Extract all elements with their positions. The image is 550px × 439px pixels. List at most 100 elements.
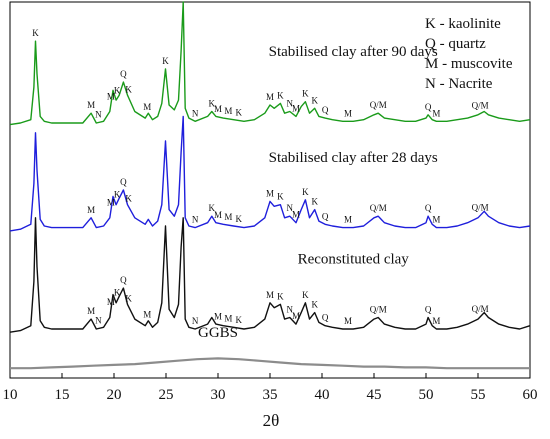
peak-label: M	[143, 102, 151, 112]
peak-label: M	[214, 210, 222, 220]
peak-label: K	[114, 190, 121, 200]
legend: K - kaolinite Q - quartz M - muscovite N - …	[425, 16, 513, 92]
x-tick-label: 35	[263, 387, 278, 403]
series-label-layer: Stabilised clay after 90 days Stabilised …	[198, 44, 438, 341]
legend-entry: M - muscovite	[425, 56, 513, 72]
peak-label: N	[192, 108, 199, 118]
peak-label: Q/M	[370, 100, 387, 110]
peak-label: M	[292, 311, 300, 321]
peak-label: Q/M	[370, 305, 387, 315]
peak-label: Q/M	[370, 203, 387, 213]
peak-label: Q/M	[472, 101, 489, 111]
peak-label: M	[224, 212, 232, 222]
series-label-2: Stabilised clay after 28 days	[269, 150, 438, 166]
legend-entry: N - Nacrite	[425, 76, 493, 92]
peak-label: M	[344, 316, 352, 326]
x-tick-label: 30	[211, 387, 226, 403]
peak-label: N	[95, 316, 102, 326]
peak-label-layer: KMNMKQKMKQNKMMKMKNMKKQMQ/MQMQ/MMMKQKNKMM…	[32, 28, 489, 326]
peak-label: K	[302, 290, 309, 300]
peak-label: M	[292, 210, 300, 220]
peak-label: N	[192, 316, 199, 326]
series-label-4: GGBS	[198, 325, 238, 341]
peak-label: M	[87, 306, 95, 316]
x-tick-label: 50	[419, 387, 434, 403]
peak-label: Q	[120, 177, 127, 187]
peak-label: N	[95, 110, 102, 120]
series-layer	[9, 1, 531, 370]
peak-label: K	[125, 194, 132, 204]
peak-label: K	[236, 214, 243, 224]
peak-label: K	[209, 99, 216, 109]
peak-label: Q	[425, 102, 432, 112]
peak-label: N	[287, 305, 294, 315]
peak-label: K	[209, 203, 216, 213]
peak-label: Q	[322, 211, 329, 221]
peak-label: M	[432, 316, 440, 326]
peak-label: K	[125, 85, 132, 95]
peak-label: M	[344, 108, 352, 118]
peak-label: K	[162, 56, 169, 66]
series-line-1	[9, 1, 531, 126]
peak-label: K	[302, 89, 309, 99]
peak-label: M	[224, 314, 232, 324]
peak-label: Q	[425, 203, 432, 213]
peak-label: Q	[322, 313, 329, 323]
legend-entry: K - kaolinite	[425, 16, 501, 32]
peak-label: M	[432, 108, 440, 118]
peak-label: K	[302, 187, 309, 197]
peak-label: M	[87, 205, 95, 215]
x-tick-label: 40	[315, 387, 330, 403]
peak-label: M	[432, 215, 440, 225]
peak-label: M	[214, 312, 222, 322]
series-line-2	[9, 115, 531, 232]
peak-label: M	[266, 188, 274, 198]
peak-label: M	[87, 100, 95, 110]
peak-label: K	[236, 315, 243, 325]
peak-label: M	[266, 290, 274, 300]
x-tick-label: 25	[159, 387, 174, 403]
x-tick-label: 55	[471, 387, 486, 403]
peak-label: M	[143, 309, 151, 319]
peak-label: K	[114, 86, 121, 96]
x-tick-label: 20	[107, 387, 122, 403]
peak-label: N	[287, 99, 294, 109]
peak-label: Q/M	[472, 203, 489, 213]
peak-label: M	[292, 103, 300, 113]
peak-label: Q	[425, 305, 432, 315]
peak-label: M	[107, 198, 115, 208]
peak-label: K	[236, 108, 243, 118]
peak-label: Q/M	[472, 304, 489, 314]
peak-label: K	[311, 197, 318, 207]
peak-label: N	[192, 215, 199, 225]
series-label-1: Stabilised clay after 90 days	[269, 44, 438, 60]
peak-label: K	[311, 95, 318, 105]
peak-label: K	[277, 90, 284, 100]
x-tick-label: 10	[3, 387, 18, 403]
peak-label: M	[224, 106, 232, 116]
peak-label: K	[277, 291, 284, 301]
x-axis-title: 2θ	[263, 411, 280, 430]
peak-label: Q	[120, 69, 127, 79]
series-label-3: Reconstituted clay	[298, 252, 410, 268]
x-tick-label: 15	[55, 387, 70, 403]
peak-label: M	[214, 104, 222, 114]
peak-label: Q	[120, 275, 127, 285]
peak-label: Q	[322, 105, 329, 115]
peak-label: K	[125, 294, 132, 304]
x-tick-label: 45	[367, 387, 382, 403]
peak-label: M	[344, 215, 352, 225]
peak-label: K	[277, 192, 284, 202]
peak-label: K	[311, 300, 318, 310]
peak-label: K	[32, 28, 39, 38]
peak-label: K	[114, 288, 121, 298]
peak-label: M	[266, 92, 274, 102]
series-line-3	[9, 217, 531, 333]
x-axis: 10 15 20 25 30 35 40 45 50 55 60	[3, 373, 538, 403]
peak-label: M	[107, 91, 115, 101]
legend-entry: Q - quartz	[425, 36, 486, 52]
x-tick-label: 60	[523, 387, 538, 403]
peak-label: M	[107, 297, 115, 307]
series-line-4	[10, 357, 530, 370]
